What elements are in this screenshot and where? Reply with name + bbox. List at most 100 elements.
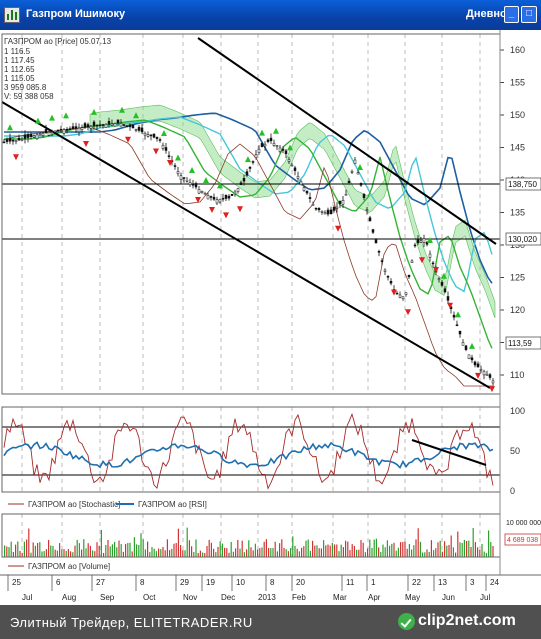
volume-bar[interactable]	[26, 539, 28, 557]
buy-signal-arrow[interactable]	[175, 154, 181, 161]
price-bar-body[interactable]	[86, 124, 90, 128]
volume-bar[interactable]	[133, 537, 135, 557]
volume-bar[interactable]	[378, 547, 380, 557]
volume-bar[interactable]	[397, 547, 399, 557]
volume-bar[interactable]	[70, 551, 72, 557]
volume-bar[interactable]	[415, 539, 417, 557]
volume-bar[interactable]	[153, 548, 155, 557]
sell-signal-arrow[interactable]	[167, 160, 173, 166]
price-bar-body[interactable]	[92, 121, 96, 127]
volume-bar[interactable]	[329, 545, 331, 557]
price-bar-body[interactable]	[308, 197, 312, 199]
price-bar-body[interactable]	[206, 195, 210, 200]
volume-bar[interactable]	[455, 552, 457, 557]
volume-bar[interactable]	[248, 540, 250, 557]
volume-bar[interactable]	[362, 542, 364, 557]
price-bar-body[interactable]	[422, 238, 426, 243]
buy-signal-arrow[interactable]	[203, 177, 209, 183]
price-bar-body[interactable]	[452, 314, 456, 318]
price-bar-body[interactable]	[281, 148, 285, 151]
volume-bar[interactable]	[37, 543, 39, 557]
volume-bar[interactable]	[94, 551, 96, 557]
price-bar-body[interactable]	[44, 129, 48, 134]
price-bar-body[interactable]	[257, 148, 261, 153]
volume-bar[interactable]	[72, 552, 74, 557]
volume-bar[interactable]	[358, 549, 360, 557]
volume-bar[interactable]	[413, 545, 415, 557]
price-bar-body[interactable]	[251, 161, 255, 163]
volume-bar[interactable]	[296, 548, 298, 557]
price-bar-body[interactable]	[419, 240, 423, 243]
volume-bar[interactable]	[19, 550, 21, 557]
chart-pane[interactable]: 160155150145140135130125120115110138,750…	[0, 30, 541, 605]
ichimoku-cloud[interactable]	[89, 104, 496, 319]
price-bar-body[interactable]	[41, 133, 45, 136]
price-bar-body[interactable]	[407, 274, 411, 278]
volume-bar[interactable]	[433, 550, 435, 557]
price-bar-body[interactable]	[185, 180, 189, 182]
sell-signal-arrow[interactable]	[125, 136, 131, 143]
volume-bar[interactable]	[140, 533, 142, 557]
volume-bar[interactable]	[452, 547, 454, 557]
volume-bar[interactable]	[186, 527, 188, 557]
price-bar-body[interactable]	[215, 199, 219, 204]
volume-bar[interactable]	[142, 539, 144, 557]
price-bar-body[interactable]	[38, 133, 42, 136]
maximize-button[interactable]: □	[521, 6, 537, 23]
volume-bar[interactable]	[331, 542, 333, 557]
volume-bar[interactable]	[479, 549, 481, 557]
volume-bar[interactable]	[184, 550, 186, 557]
volume-bar[interactable]	[149, 552, 151, 557]
volume-bar[interactable]	[39, 542, 41, 557]
price-bar-body[interactable]	[89, 126, 93, 129]
price-bar-body[interactable]	[77, 127, 81, 133]
volume-bar[interactable]	[287, 551, 289, 557]
volume-bar[interactable]	[426, 549, 428, 557]
price-bar-body[interactable]	[389, 280, 393, 284]
volume-bar[interactable]	[213, 548, 215, 557]
volume-bar[interactable]	[151, 547, 153, 557]
volume-bar[interactable]	[459, 542, 461, 557]
volume-bar[interactable]	[382, 544, 384, 557]
volume-bar[interactable]	[241, 540, 243, 557]
volume-bar[interactable]	[406, 548, 408, 557]
buy-signal-arrow[interactable]	[259, 129, 265, 136]
volume-bar[interactable]	[6, 546, 8, 557]
volume-bar[interactable]	[470, 546, 472, 557]
price-bar-body[interactable]	[140, 127, 144, 133]
price-bar-body[interactable]	[101, 124, 105, 126]
volume-bar[interactable]	[206, 546, 208, 557]
stochastic-line[interactable]	[3, 412, 494, 490]
price-bar-body[interactable]	[416, 238, 420, 244]
price-bar-body[interactable]	[50, 131, 54, 133]
price-bar-body[interactable]	[194, 183, 198, 188]
volume-bar[interactable]	[468, 540, 470, 557]
price-bar-body[interactable]	[8, 137, 12, 142]
price-bar-body[interactable]	[314, 207, 318, 210]
rsi-line[interactable]	[3, 441, 494, 470]
price-bar-body[interactable]	[317, 208, 321, 211]
price-bar-body[interactable]	[362, 194, 366, 199]
price-bar-body[interactable]	[374, 239, 378, 244]
volume-bar[interactable]	[474, 542, 476, 557]
volume-bar[interactable]	[254, 543, 256, 557]
price-bar-body[interactable]	[332, 206, 336, 211]
price-bar-body[interactable]	[254, 154, 258, 158]
price-bar-body[interactable]	[263, 143, 267, 147]
timeframe-label[interactable]: Дневной	[466, 8, 514, 20]
price-bar-body[interactable]	[137, 127, 141, 131]
price-bar-body[interactable]	[227, 195, 231, 199]
volume-bar[interactable]	[158, 548, 160, 557]
price-bar-body[interactable]	[365, 209, 369, 211]
volume-bar[interactable]	[483, 551, 485, 557]
volume-bar[interactable]	[83, 539, 85, 557]
price-bar-body[interactable]	[104, 124, 108, 128]
volume-bar[interactable]	[294, 545, 296, 557]
price-bar-body[interactable]	[65, 129, 69, 131]
price-bar-body[interactable]	[275, 145, 279, 147]
price-bar-body[interactable]	[458, 330, 462, 335]
lower-trend-line[interactable]	[1, 101, 491, 389]
chart-canvas[interactable]: 160155150145140135130125120115110138,750…	[0, 30, 541, 605]
volume-bar[interactable]	[129, 542, 131, 557]
price-bar-body[interactable]	[23, 134, 27, 139]
